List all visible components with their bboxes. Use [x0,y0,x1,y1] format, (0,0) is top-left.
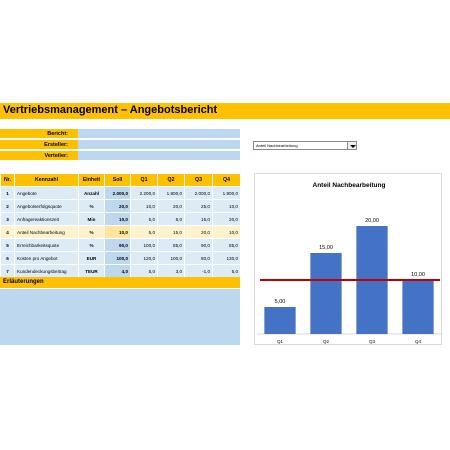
cell-q1: 5,0 [130,225,158,239]
verteiler-field[interactable] [78,151,240,161]
header-kennzahl: Kennzahl [14,173,79,187]
cell-q2: 15,0 [157,225,185,239]
chart-bar [310,253,342,334]
cell-nr: 2 [0,199,15,213]
cell-q2: 20,0 [157,199,185,213]
cell-soll: 20,0 [104,199,131,213]
table-row: 6 Kosten pro Angebot EUR 100,0 120,0 100,0 80,… [0,251,241,265]
cell-nr: 7 [0,264,15,278]
cell-soll: 90,0 [104,238,131,252]
header-q3: Q3 [184,173,213,187]
header-einheit: Einheit [78,173,105,187]
bar-value-label: 20,00 [365,218,379,224]
cell-q2: 85,0 [157,238,185,252]
table-row: 4 Anteil Nachbearbeitung% 10,0 5,0 15,0 20,0 1… [0,225,241,239]
bericht-field[interactable] [78,129,240,139]
table-row: 3 Anfragereaktionszeit Min 10,0 5,0 8,0 15,0 20… [0,212,241,226]
cell-nr: 4 [0,225,15,239]
cell-soll: 10,0 [104,225,131,239]
bericht-label: Bericht: [0,129,78,139]
cell-q3: 80,0 [184,251,213,265]
cell-kennzahl: Kundendeckungsbeitrag [14,264,79,278]
cell-q1: 5,0 [130,212,158,226]
erlaeuterungen-header: Erläuterungen [0,277,240,288]
cell-einheit: % [78,238,105,252]
chevron-down-icon[interactable] [347,141,357,150]
cell-nr: 6 [0,251,15,265]
table-header-row: Nr. Kennzahl Einheit Soll Q1 Q2 Q3 Q4 [0,173,241,187]
cell-kennzahl: Anfragereaktionszeit [14,212,79,226]
cell-q3: 25,0 [184,199,213,213]
cell-q1: 5,0 [130,264,158,278]
cell-kennzahl: Anteil Nachbearbeitung [14,225,79,239]
cell-nr: 1 [0,186,15,200]
cell-einheit: Min [78,212,105,226]
x-tick-label: Q1 [277,339,284,344]
cell-q3: 90,0 [184,238,213,252]
cell-q4: 10,0 [212,199,241,213]
header-q1: Q1 [130,173,158,187]
cell-q1: 2.200,0 [130,186,158,200]
cell-q1: 120,0 [130,251,158,265]
table-row: 7 Kundendeckungsbeitrag TEUR 4,0 5,0 3,0 -1,0 5… [0,264,241,278]
cell-q3: -1,0 [184,264,213,278]
verteiler-label: Verteiler: [0,151,78,161]
cell-nr: 3 [0,212,15,226]
cell-kennzahl: Kosten pro Angebot [14,251,79,265]
chart-title: Anteil Nachbearbeitung [313,182,386,189]
x-tick-label: Q4 [415,339,422,344]
table-row: 2 Angebotserfolgsquote% 20,0 10,0 20,0 25,0 10… [0,199,241,213]
cell-q2: 8,0 [157,212,185,226]
chart-bar [402,280,434,334]
cell-einheit: EUR [78,251,105,265]
cell-kennzahl: Erreichbarkeitsquote [14,238,79,252]
cell-q3: 2.000,0 [184,186,213,200]
bar-value-label: 10,00 [411,272,425,278]
cell-einheit: % [78,199,105,213]
header-soll: Soll [104,173,131,187]
header-q4: Q4 [212,173,241,187]
header-q2: Q2 [157,173,185,187]
cell-q3: 15,0 [184,212,213,226]
cell-nr: 5 [0,238,15,252]
chart-bar [264,307,296,334]
table-row: 1 Angebote Anzahl 2.000,0 2.200,0 1.800,0 2.00… [0,186,241,200]
cell-soll: 10,0 [104,212,131,226]
cell-einheit: TEUR [78,264,105,278]
cell-kennzahl: Angebotserfolgsquote [14,199,79,213]
kennzahl-select[interactable]: Anteil Nachbearbeitung [253,141,357,150]
cell-q2: 1.800,0 [157,186,185,200]
cell-q1: 10,0 [130,199,158,213]
cell-q1: 100,0 [130,238,158,252]
cell-einheit: Anzahl [78,186,105,200]
ersteller-field[interactable] [78,140,240,150]
header-nr: Nr. [0,173,15,187]
cell-q2: 100,0 [157,251,185,265]
cell-q4: 20,0 [212,212,241,226]
bar-value-label: 5,00 [275,299,286,305]
bar-chart: Anteil Nachbearbeitung 5,00 Q1 15,00 Q2 20,00… [257,182,441,344]
x-tick-label: Q2 [323,339,330,344]
page-title: Vertriebsmanagement – Angebotsbericht [3,104,218,116]
cell-soll: 2.000,0 [104,186,131,200]
cell-q4: 85,0 [212,238,241,252]
cell-q4: 10,0 [212,225,241,239]
cell-q4: 5,0 [212,264,241,278]
chart-panel: Anteil Nachbearbeitung 5,00 Q1 15,00 Q2 20,00… [254,173,442,345]
table-row: 5 Erreichbarkeitsquote% 90,0 100,0 85,0 90,0 8… [0,238,241,252]
cell-einheit: % [78,225,105,239]
cell-kennzahl: Angebote [14,186,79,200]
cell-q3: 20,0 [184,225,213,239]
cell-q4: 130,0 [212,251,241,265]
bar-value-label: 15,00 [319,245,333,251]
cell-soll: 4,0 [104,264,131,278]
cell-q4: 1.900,0 [212,186,241,200]
title-bar [0,103,450,119]
ersteller-label: Ersteller: [0,140,78,150]
cell-q2: 3,0 [157,264,185,278]
x-tick-label: Q3 [369,339,376,344]
erlaeuterungen-field[interactable] [0,289,240,345]
cell-soll: 100,0 [104,251,131,265]
